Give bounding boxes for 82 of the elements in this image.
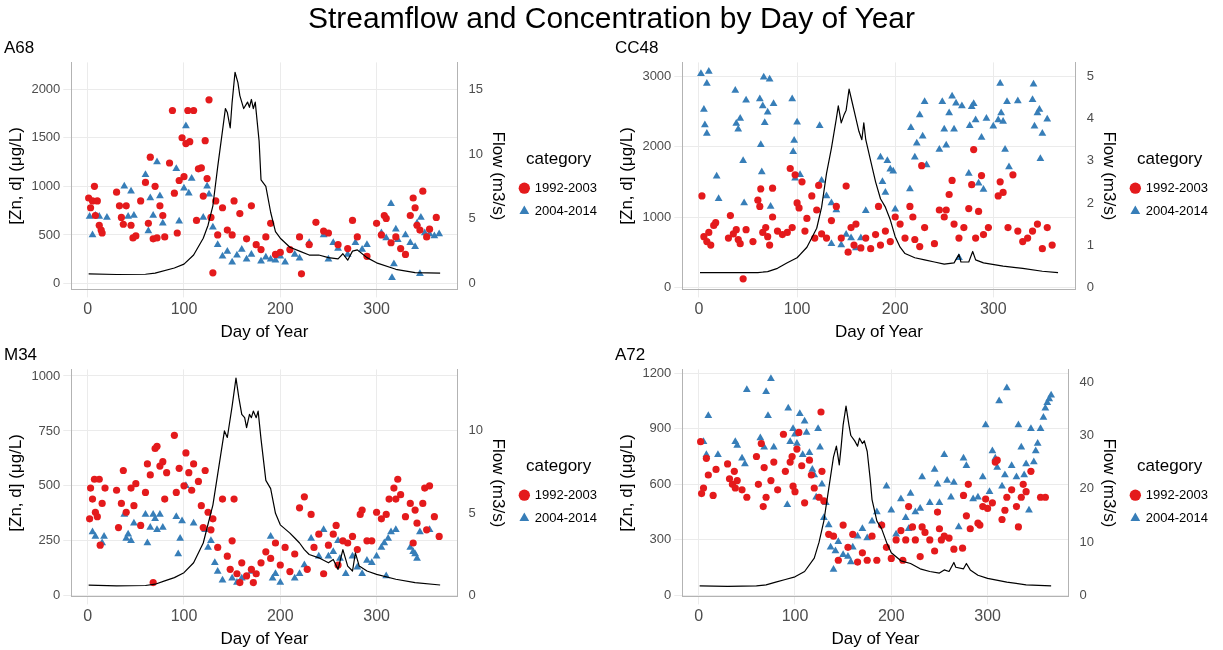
y2-tick-label: 5 xyxy=(468,504,476,520)
y2-tick-label: 20 xyxy=(1079,480,1094,496)
legend-title: category xyxy=(526,149,592,169)
chart-subtitle: CC48 xyxy=(615,37,659,57)
y2-tick-label: 30 xyxy=(1079,427,1094,443)
legend-label: 2004-2014 xyxy=(1145,509,1208,525)
y-tick-label: 0 xyxy=(664,278,672,294)
x-tick-label: 100 xyxy=(781,607,809,625)
chart-subtitle: M34 xyxy=(4,344,38,364)
x-tick-label: 100 xyxy=(170,607,198,625)
y-tick-label: 3000 xyxy=(642,68,672,84)
y2-tick-label: 5 xyxy=(1086,68,1094,84)
y2-tick-label: 10 xyxy=(468,145,483,161)
y2-tick-label: 3 xyxy=(1086,152,1094,168)
y2-tick-label: 0 xyxy=(468,275,476,291)
x-tick-label: 200 xyxy=(881,300,909,318)
y2-tick-label: 5 xyxy=(468,210,476,226)
legend-title: category xyxy=(1137,149,1203,169)
y-tick-label: 300 xyxy=(649,531,672,547)
y-tick-label: 0 xyxy=(53,275,61,291)
x-tick-label: 300 xyxy=(363,607,391,625)
y-tick-label: 0 xyxy=(664,587,672,603)
y2-tick-label: 0 xyxy=(1086,278,1094,294)
y-tick-label: 0 xyxy=(53,587,61,603)
legend-label: 2004-2014 xyxy=(534,202,597,218)
y-tick-label: 1200 xyxy=(642,364,672,380)
x-axis-title: Day of Year xyxy=(835,322,924,342)
y-axis-title: [Zn, d] (μg/L) xyxy=(616,127,636,225)
y-tick-label: 2000 xyxy=(31,80,61,96)
legend-label: 1992-2003 xyxy=(534,179,597,195)
legend-label: 2004-2014 xyxy=(1145,202,1208,218)
x-tick-label: 0 xyxy=(83,300,93,318)
y2-tick-label: 40 xyxy=(1079,373,1094,389)
chart-subtitle: A72 xyxy=(615,344,646,364)
y2-tick-label: 0 xyxy=(1079,587,1087,603)
y2-tick-label: 15 xyxy=(468,80,483,96)
x-tick-label: 0 xyxy=(83,607,93,625)
x-axis-title: Day of Year xyxy=(220,629,309,649)
x-tick-label: 0 xyxy=(694,607,704,625)
x-tick-label: 100 xyxy=(783,300,811,318)
chart-subtitle: A68 xyxy=(4,37,35,57)
x-tick-label: 0 xyxy=(694,300,704,318)
y-tick-label: 500 xyxy=(38,226,61,242)
y2-tick-label: 4 xyxy=(1086,110,1094,126)
x-tick-label: 200 xyxy=(266,607,294,625)
y-tick-label: 600 xyxy=(649,475,672,491)
y-tick-label: 1000 xyxy=(31,177,61,193)
x-axis-title: Day of Year xyxy=(831,629,920,649)
y-tick-label: 1500 xyxy=(31,129,61,145)
y-tick-label: 2000 xyxy=(642,138,672,154)
y2-tick-label: 2 xyxy=(1086,194,1094,210)
text: Streamflow and Concentration by Day of Year xyxy=(307,0,916,36)
y-tick-label: 1000 xyxy=(31,367,61,383)
y-axis-title: [Zn, d] (μg/L) xyxy=(5,434,25,532)
x-tick-label: 200 xyxy=(266,300,294,318)
x-tick-label: 300 xyxy=(974,607,1002,625)
y2-axis-title: Flow (m3/s) xyxy=(1100,438,1120,528)
x-tick-label: 100 xyxy=(170,300,198,318)
legend-label: 1992-2003 xyxy=(1145,179,1208,195)
legend-label: 1992-2003 xyxy=(1145,486,1208,502)
x-tick-label: 300 xyxy=(979,300,1007,318)
y2-tick-label: 1 xyxy=(1086,236,1094,252)
y2-axis-title: Flow (m3/s) xyxy=(1100,131,1120,221)
x-tick-label: 300 xyxy=(363,300,391,318)
y-tick-label: 500 xyxy=(38,477,61,493)
x-tick-label: 200 xyxy=(877,607,905,625)
y-tick-label: 250 xyxy=(38,532,61,548)
legend-label: 1992-2003 xyxy=(534,486,597,502)
legend-label: 2004-2014 xyxy=(534,509,597,525)
y-axis-title: [Zn, d] (μg/L) xyxy=(616,434,636,532)
y2-tick-label: 0 xyxy=(468,587,476,603)
y2-tick-label: 10 xyxy=(468,422,483,438)
legend-title: category xyxy=(526,456,592,476)
y2-tick-label: 10 xyxy=(1079,533,1094,549)
x-axis-title: Day of Year xyxy=(220,322,309,342)
y-tick-label: 900 xyxy=(649,420,672,436)
legend-title: category xyxy=(1137,456,1203,476)
y-tick-label: 750 xyxy=(38,422,61,438)
y-axis-title: [Zn, d] (μg/L) xyxy=(5,127,25,225)
y-tick-label: 1000 xyxy=(642,208,672,224)
y2-axis-title: Flow (m3/s) xyxy=(489,438,509,528)
y2-axis-title: Flow (m3/s) xyxy=(489,131,509,221)
